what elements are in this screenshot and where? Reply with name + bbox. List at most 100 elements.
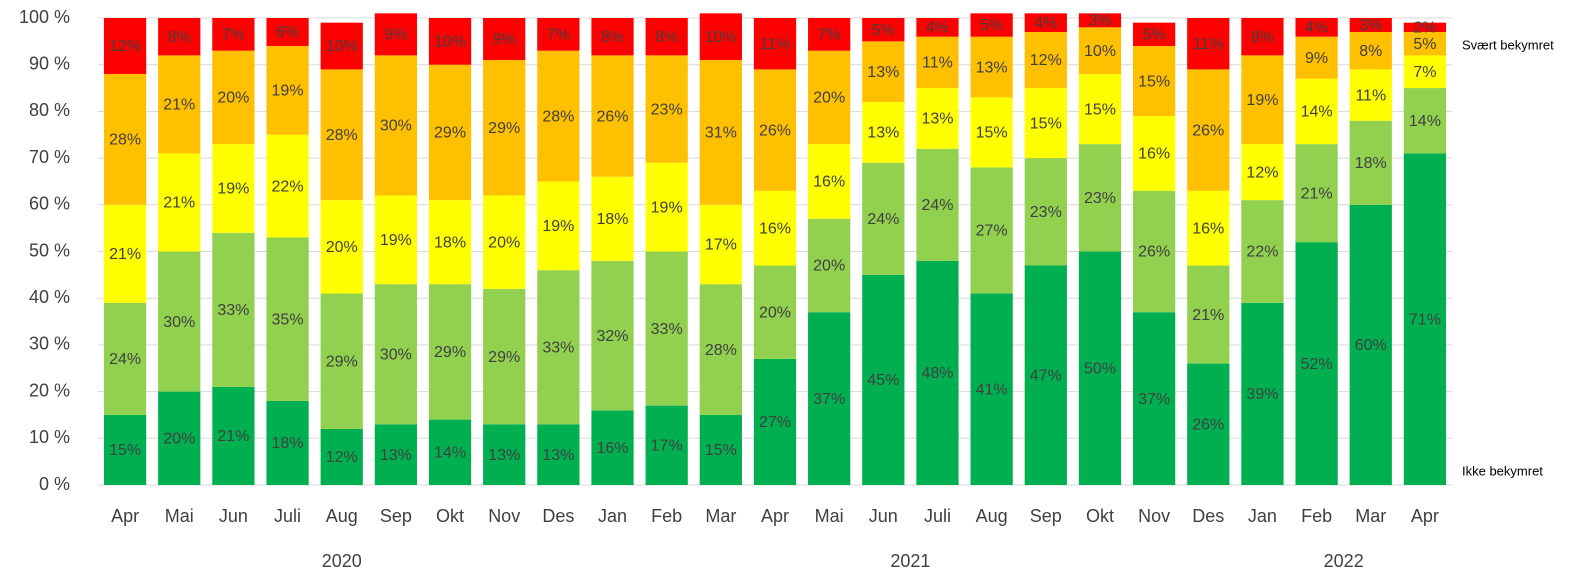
data-label: 39% xyxy=(1246,386,1278,403)
data-label: 29% xyxy=(434,344,466,361)
bar-segment xyxy=(1349,32,1392,70)
bar-segment xyxy=(1078,251,1122,485)
data-label: 20% xyxy=(217,90,249,107)
bar-segment xyxy=(158,18,201,56)
bar-segment xyxy=(428,64,472,201)
legend-label: Ikke bekymret xyxy=(1462,463,1543,478)
data-label: 28% xyxy=(326,127,358,144)
bar-segment xyxy=(808,18,851,51)
data-label: 18% xyxy=(1355,155,1387,172)
bar-segment xyxy=(699,414,742,485)
data-label: 6% xyxy=(276,24,299,41)
bar-segment xyxy=(1241,144,1284,201)
bar-segment xyxy=(1295,36,1338,79)
data-label: 3% xyxy=(1359,17,1382,34)
data-label: 16% xyxy=(813,174,845,191)
data-label: 20% xyxy=(488,234,520,251)
bar-segment xyxy=(1241,200,1284,303)
x-tick-label: Aug xyxy=(976,506,1008,526)
data-label: 5% xyxy=(1143,27,1166,44)
bar-segment xyxy=(591,55,634,177)
data-label: 15% xyxy=(109,442,141,459)
data-label: 26% xyxy=(759,122,791,139)
x-tick-label: Nov xyxy=(1138,506,1170,526)
bar-segment xyxy=(1403,88,1447,154)
legend-label: Svært bekymret xyxy=(1462,37,1554,52)
bar-segment xyxy=(862,162,905,275)
bar-segment xyxy=(1187,190,1230,266)
data-label: 9% xyxy=(493,31,516,48)
bar-segment xyxy=(103,18,147,75)
x-tick-label: Juli xyxy=(274,506,301,526)
bar-segment xyxy=(970,97,1013,168)
data-label: 14% xyxy=(434,445,466,462)
data-label: 7% xyxy=(547,27,570,44)
data-label: 15% xyxy=(705,442,737,459)
data-label: 24% xyxy=(867,211,899,228)
data-label: 26% xyxy=(1192,417,1224,434)
data-label: 27% xyxy=(976,223,1008,240)
bar-segment xyxy=(374,424,418,485)
data-label: 28% xyxy=(705,342,737,359)
bar-segment xyxy=(374,195,418,285)
data-label: 8% xyxy=(1251,29,1274,46)
data-label: 18% xyxy=(597,211,629,228)
bar-segment xyxy=(916,36,959,89)
data-label: 19% xyxy=(217,181,249,198)
bar-segment xyxy=(645,162,688,252)
bar-segment xyxy=(212,386,255,485)
year-label: 2021 xyxy=(890,551,930,571)
year-label: 2020 xyxy=(322,551,362,571)
bar-segment xyxy=(1187,363,1230,485)
x-tick-label: Mar xyxy=(1355,506,1386,526)
bar-segment xyxy=(1024,13,1067,33)
x-tick-label: Feb xyxy=(651,506,682,526)
data-label: 9% xyxy=(1305,50,1328,67)
data-label: 16% xyxy=(597,440,629,457)
x-tick-label: Okt xyxy=(436,506,464,526)
data-label: 4% xyxy=(1034,15,1057,32)
bar-segment xyxy=(916,260,959,485)
bar-segment xyxy=(428,284,472,420)
bar-segment xyxy=(753,358,797,485)
bar-segment xyxy=(1187,265,1230,364)
data-label: 12% xyxy=(326,449,358,466)
data-label: 14% xyxy=(1409,113,1441,130)
data-label: 7% xyxy=(818,27,841,44)
bar-segment xyxy=(1078,74,1122,145)
data-label: 60% xyxy=(1355,337,1387,354)
data-label: 22% xyxy=(272,178,304,195)
bar-segment xyxy=(808,312,851,485)
x-tick-label: Apr xyxy=(761,506,789,526)
data-label: 29% xyxy=(326,353,358,370)
data-label: 19% xyxy=(380,232,412,249)
data-label: 24% xyxy=(921,197,953,214)
x-tick-label: Jan xyxy=(598,506,627,526)
y-tick-label: 90 % xyxy=(29,53,70,73)
bar-segment xyxy=(320,428,363,485)
bar-segment xyxy=(374,284,418,425)
year-label: 2022 xyxy=(1324,551,1364,571)
bar-segment xyxy=(970,36,1013,98)
y-tick-label: 30 % xyxy=(29,334,70,354)
x-tick-label: Des xyxy=(1192,506,1224,526)
data-label: 10% xyxy=(326,38,358,55)
bar-segment xyxy=(212,232,255,387)
x-tick-label: Juli xyxy=(924,506,951,526)
data-label: 16% xyxy=(1192,220,1224,237)
bar-segment xyxy=(1403,55,1447,89)
bar-segment xyxy=(1187,18,1230,70)
data-label: 19% xyxy=(272,83,304,100)
bar-segment xyxy=(374,13,418,56)
data-label: 24% xyxy=(109,351,141,368)
bar-segment xyxy=(320,22,363,70)
x-tick-label: Mai xyxy=(165,506,194,526)
data-label: 18% xyxy=(272,435,304,452)
bar-segment xyxy=(808,144,851,219)
data-label: 20% xyxy=(759,304,791,321)
data-label: 15% xyxy=(1138,73,1170,90)
bar-segment xyxy=(916,88,959,149)
x-tick-label: Jan xyxy=(1248,506,1277,526)
bar-segment xyxy=(1024,158,1067,266)
y-tick-label: 70 % xyxy=(29,147,70,167)
